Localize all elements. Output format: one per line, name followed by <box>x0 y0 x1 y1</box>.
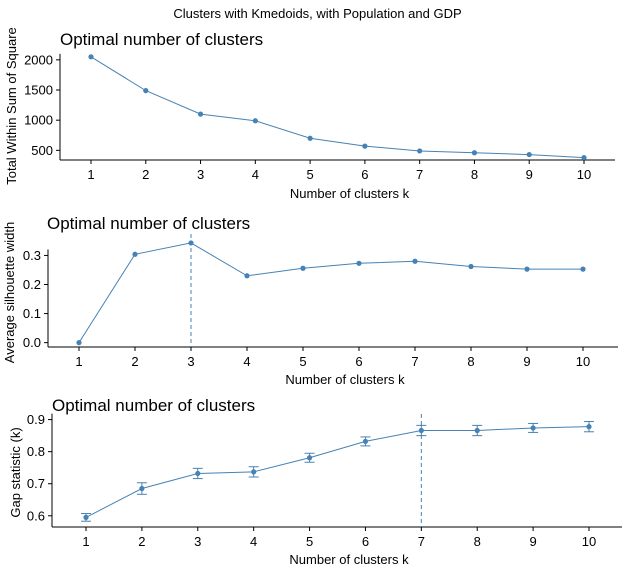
y-tick-label: 2000 <box>24 52 53 67</box>
data-point <box>417 148 423 154</box>
data-point <box>356 260 362 266</box>
data-point <box>586 424 592 430</box>
data-point <box>412 258 418 264</box>
x-tick-label: 10 <box>582 534 596 549</box>
x-tick-label: 1 <box>87 167 94 182</box>
x-tick-label: 2 <box>138 534 145 549</box>
data-point <box>524 266 530 272</box>
x-tick-label: 4 <box>250 534 257 549</box>
x-tick-label: 5 <box>306 534 313 549</box>
x-tick-label: 1 <box>82 534 89 549</box>
y-tick-label: 0.9 <box>27 412 45 427</box>
x-axis-label: Number of clusters k <box>289 552 409 567</box>
x-tick-label: 3 <box>197 167 204 182</box>
data-point <box>580 266 586 272</box>
y-axis-label: Gap statistic (k) <box>8 427 23 517</box>
data-point <box>306 455 313 461</box>
x-tick-label: 4 <box>243 354 250 369</box>
y-tick-label: 0.7 <box>27 476 45 491</box>
series-line <box>90 56 585 159</box>
figure-title: Clusters with Kmedoids, with Population … <box>173 6 462 21</box>
data-point <box>139 485 145 492</box>
x-tick-label: 3 <box>187 354 194 369</box>
y-axis-label: Total Within Sum of Square <box>4 27 19 185</box>
data-point <box>474 427 480 434</box>
x-tick-label: 10 <box>577 167 591 182</box>
x-axis-label: Number of clusters k <box>285 372 405 387</box>
x-tick-label: 7 <box>411 354 418 369</box>
data-point <box>471 150 478 156</box>
x-tick-label: 6 <box>362 534 369 549</box>
x-tick-label: 8 <box>471 167 478 182</box>
x-tick-label: 8 <box>467 354 474 369</box>
data-point <box>251 469 257 475</box>
data-point <box>76 340 82 346</box>
series-line <box>78 242 583 343</box>
data-point <box>468 263 474 270</box>
y-tick-label: 0.6 <box>27 508 45 523</box>
data-point <box>530 425 536 431</box>
panel-title: Optimal number of clusters <box>52 396 255 415</box>
data-point <box>300 265 306 271</box>
x-tick-label: 2 <box>142 167 149 182</box>
data-point <box>418 427 424 434</box>
y-tick-label: 0.1 <box>23 306 41 321</box>
y-tick-label: 0.3 <box>23 248 41 263</box>
data-point <box>362 438 369 445</box>
x-tick-label: 8 <box>474 534 481 549</box>
gap-statistic-panel: Optimal number of clusters 1 2 3 4 5 6 7 8 9 10 0.6… <box>8 396 622 567</box>
series-line <box>85 426 590 518</box>
y-tick-label: 0.0 <box>23 335 41 350</box>
y-tick-label: 0.2 <box>23 277 41 292</box>
panel-title: Optimal number of clusters <box>60 30 263 49</box>
x-tick-label: 9 <box>523 354 530 369</box>
x-tick-label: 10 <box>576 354 590 369</box>
data-point <box>195 470 201 477</box>
x-tick-label: 5 <box>299 354 306 369</box>
x-axis-label: Number of clusters k <box>290 186 410 201</box>
y-tick-label: 1000 <box>24 113 53 128</box>
elbow-panel: Optimal number of clusters 1 2 3 4 5 6 7 8 9 10 500… <box>4 27 615 201</box>
x-tick-label: 9 <box>529 534 536 549</box>
silhouette-panel: Optimal number of clusters 1 2 3 4 5 6 7 8 9 10 0.0… <box>2 214 618 387</box>
x-tick-label: 7 <box>418 534 425 549</box>
y-tick-label: 500 <box>31 143 53 158</box>
data-point <box>188 240 194 246</box>
data-point <box>252 118 258 124</box>
x-tick-label: 9 <box>526 167 533 182</box>
data-point <box>197 111 204 117</box>
data-point <box>83 514 89 520</box>
data-point <box>362 143 368 149</box>
y-tick-label: 0.8 <box>27 444 45 459</box>
data-point <box>244 273 250 279</box>
data-point <box>132 251 138 257</box>
data-point <box>307 135 313 141</box>
data-point <box>526 151 532 158</box>
data-point <box>143 88 149 94</box>
data-point <box>581 154 587 161</box>
data-point <box>88 54 94 60</box>
panel-title: Optimal number of clusters <box>47 214 250 233</box>
x-tick-label: 5 <box>306 167 313 182</box>
x-tick-label: 6 <box>355 354 362 369</box>
x-tick-label: 6 <box>361 167 368 182</box>
x-tick-label: 3 <box>194 534 201 549</box>
x-tick-label: 2 <box>131 354 138 369</box>
x-tick-label: 1 <box>75 354 82 369</box>
y-tick-label: 1500 <box>24 83 53 98</box>
y-axis-label: Average silhouette width <box>2 222 17 363</box>
x-tick-label: 7 <box>416 167 423 182</box>
x-tick-label: 4 <box>252 167 259 182</box>
